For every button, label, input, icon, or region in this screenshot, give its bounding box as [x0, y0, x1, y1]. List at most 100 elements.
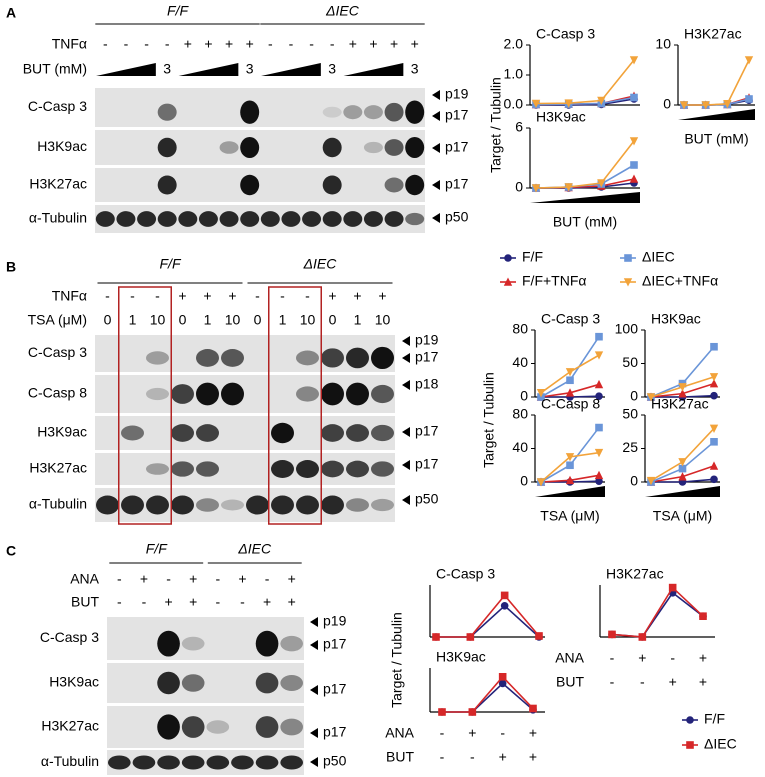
y-tick-label: 40	[512, 354, 528, 370]
series-line	[535, 59, 635, 105]
blot-label: H3K27ac	[41, 718, 99, 734]
highlight-box	[268, 286, 322, 525]
point	[529, 704, 537, 713]
lane-label: -	[309, 36, 314, 52]
band	[346, 382, 369, 406]
point	[678, 389, 687, 398]
band	[196, 498, 219, 512]
x-row-value: +	[529, 725, 537, 741]
lane-label: -	[155, 288, 160, 304]
x-row-label: ANA	[555, 650, 584, 666]
band	[363, 211, 383, 227]
band	[171, 495, 194, 515]
lane-label: -	[142, 594, 147, 610]
point	[595, 392, 603, 400]
blot-label: C-Casp 3	[28, 98, 87, 114]
lane-label: -	[265, 571, 270, 587]
band	[271, 495, 294, 515]
y-tick-label: 0.0	[504, 96, 524, 112]
lane-label: +	[203, 288, 211, 304]
lane-label: +	[238, 571, 246, 587]
lane-label: +	[178, 288, 186, 304]
band	[280, 755, 304, 770]
legend-marker	[686, 716, 694, 724]
band	[146, 463, 169, 475]
y-tick-label: 0	[630, 473, 638, 489]
band	[181, 674, 205, 692]
y-tick-label: 80	[512, 321, 528, 337]
point	[723, 100, 732, 109]
blot	[95, 88, 425, 127]
band	[171, 384, 194, 404]
point	[710, 438, 718, 446]
band-marker: p50	[323, 753, 347, 769]
lane-label: -	[105, 288, 110, 304]
series-line	[535, 96, 635, 106]
band	[405, 174, 425, 196]
y-axis-label: Target / Tubulin	[481, 372, 497, 468]
x-axis-label: BUT (mM)	[684, 131, 748, 147]
lane-label: 3	[411, 61, 419, 77]
x-row-value: -	[470, 749, 475, 765]
band-marker: p17	[445, 176, 469, 192]
point	[710, 391, 718, 400]
point	[668, 583, 677, 592]
legend-label: ΔIEC	[704, 736, 737, 752]
lane-label: +	[189, 594, 197, 610]
point	[629, 137, 639, 146]
band-marker: p17	[445, 107, 469, 123]
band-marker: p17	[415, 349, 439, 365]
band	[157, 714, 180, 740]
ramp	[343, 63, 404, 76]
blot-label: H3K9ac	[37, 138, 87, 154]
lane-label: -	[280, 288, 285, 304]
lane-label: -	[305, 288, 310, 304]
chart-title: C-Casp 3	[541, 311, 600, 327]
lane-label: +	[288, 594, 296, 610]
band	[219, 211, 239, 227]
point	[500, 591, 509, 600]
band	[384, 211, 404, 227]
x-axis-label: BUT (mM)	[553, 214, 617, 230]
lane-label: +	[378, 288, 386, 304]
x-row-value: -	[440, 725, 445, 741]
chart-title: C-Casp 3	[436, 566, 495, 582]
lane-label: 0	[254, 312, 262, 328]
point	[745, 95, 753, 103]
band	[96, 495, 119, 515]
point	[597, 179, 606, 188]
point	[709, 373, 719, 382]
lane-label: 3	[246, 61, 254, 77]
marker-arrow	[402, 427, 410, 437]
blot-label: α-Tubulin	[41, 753, 99, 769]
marker-arrow	[402, 380, 410, 390]
series-line	[442, 675, 534, 713]
lane-label: 0	[329, 312, 337, 328]
x-row-value: -	[500, 725, 505, 741]
y-tick-label: 80	[512, 406, 528, 422]
y-tick-label: 1.0	[504, 66, 524, 82]
series-line	[436, 604, 540, 638]
band	[321, 460, 344, 478]
band	[363, 141, 383, 154]
series-line	[535, 178, 635, 189]
band	[171, 424, 194, 442]
point	[564, 183, 573, 192]
band	[240, 100, 260, 124]
blot-label: H3K27ac	[29, 460, 87, 476]
y-axis-label: Target / Tubulin	[488, 77, 504, 173]
point	[595, 423, 603, 432]
y-tick-label: 50	[622, 406, 638, 422]
band	[121, 495, 144, 515]
x-row-value: +	[699, 650, 707, 666]
lane-label: -	[144, 36, 149, 52]
point	[438, 708, 446, 716]
y-tick-label: 25	[622, 439, 638, 455]
x-row-value: -	[610, 650, 615, 666]
marker-arrow	[402, 353, 410, 363]
point	[466, 633, 475, 641]
marker-arrow	[310, 617, 318, 627]
band	[384, 139, 404, 156]
band	[322, 106, 342, 118]
